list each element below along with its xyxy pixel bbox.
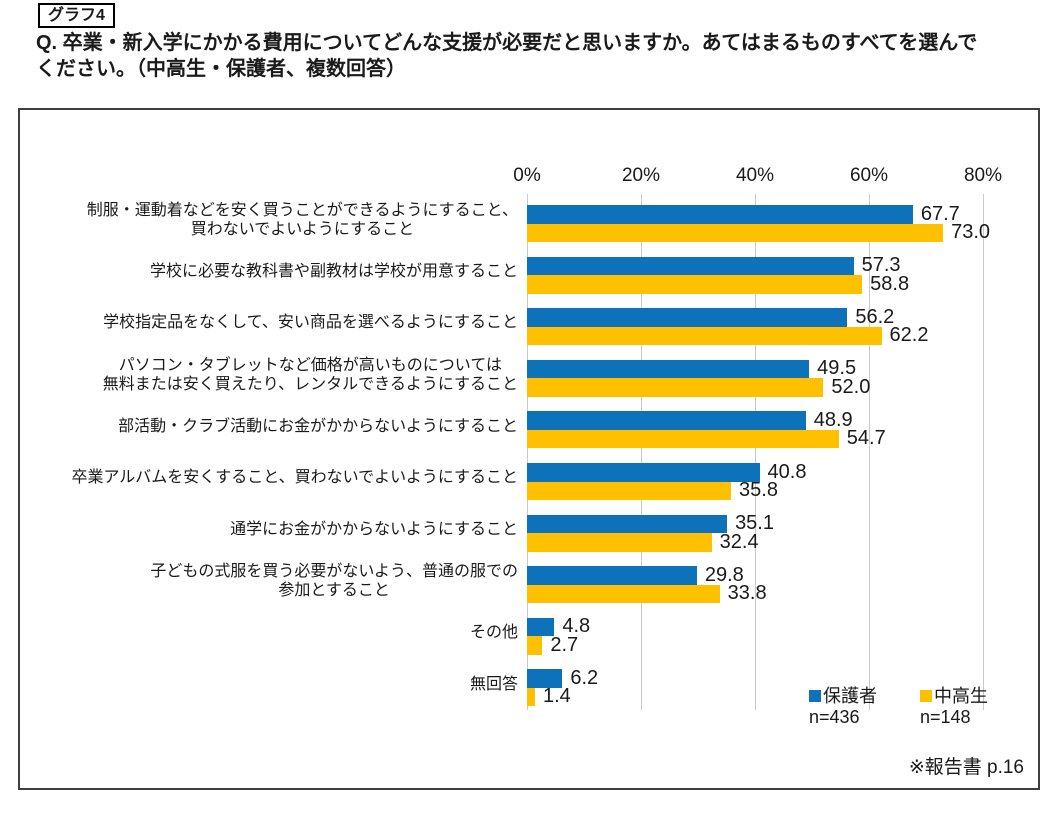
bar-series-1 — [527, 326, 882, 346]
bar-series-0 — [527, 359, 810, 379]
chart-frame: 0% 20% 40% 60% 80% 制服・運動着などを安く買うことができるようにするこ… — [18, 108, 1040, 790]
bar-series-0 — [527, 617, 555, 637]
bar-series-1 — [527, 533, 712, 552]
chart-row: 制服・運動着などを安く買うことができるようにすること、 買わないでよいようにする… — [20, 194, 1038, 246]
category-label-text: 学校に必要な教科書や副教材は学校が用意すること — [149, 262, 518, 280]
bar-value-label: 35.8 — [739, 479, 778, 501]
category-label: 子どもの式服を買う必要がないよう、普通の服での 参加とすること — [26, 555, 518, 607]
bar-series-0 — [527, 514, 728, 534]
category-label-text: 卒業アルバムを安くすること、買わないでよいようにすること — [71, 469, 518, 487]
bar-series-1 — [527, 275, 863, 294]
gridline — [755, 194, 756, 710]
bar-value-label: 54.7 — [846, 427, 886, 450]
category-label: 無回答 — [26, 658, 518, 710]
category-label-text: 制服・運動着などを安く買うことができるようにすること、 買わないでよいようにする… — [86, 201, 518, 238]
axis-tick-label: 60% — [849, 165, 889, 186]
chart-row: その他 4.8 2.7 — [20, 607, 1038, 659]
bar-value-label: 33.8 — [727, 582, 767, 605]
bar-series-1 — [527, 223, 944, 242]
bar-value-label: 62.2 — [889, 324, 929, 347]
axis-tick-label: 20% — [621, 165, 661, 186]
category-label: 部活動・クラブ活動にお金がかからないようにすること — [26, 400, 518, 452]
bar-value-label: 57.3 — [861, 254, 901, 277]
bar-series-1 — [527, 636, 543, 655]
chart-row: 無回答 6.2 1.4 — [20, 658, 1038, 710]
chart-row: 学校指定品をなくして、安い商品を選べるようにすること 56.2 62.2 — [20, 297, 1038, 349]
bar-value-label: 4.8 — [562, 615, 591, 638]
bar-value-label: 40.8 — [767, 460, 807, 483]
axis-tick-label: 80% — [963, 165, 1003, 186]
category-label-text: その他 — [469, 624, 518, 642]
bar-value-label: 29.8 — [704, 563, 744, 586]
bar-series-1 — [527, 584, 720, 604]
category-label-text: パソコン・タブレットなど価格が高いものについては 無料または安く買えたり、レンタ… — [102, 356, 518, 393]
bar-series-0 — [527, 411, 806, 430]
category-label-text: 子どもの式服を買う必要がないよう、普通の服での 参加とすること — [150, 562, 518, 599]
graph-tag: グラフ4 — [38, 3, 115, 28]
legend-n-label: n=436 — [809, 707, 860, 727]
category-label: 学校指定品をなくして、安い商品を選べるようにすること — [26, 297, 518, 349]
bar-series-0 — [527, 669, 563, 688]
category-label-text: 通学にお金がかからないようにすること — [230, 520, 518, 538]
bar-value-label: 32.4 — [719, 530, 759, 553]
chart-row: 学校に必要な教科書や副教材は学校が用意すること 57.3 58.8 — [20, 246, 1038, 298]
category-label-text: 無回答 — [469, 675, 518, 693]
category-label-text: 学校指定品をなくして、安い商品を選べるようにすること — [103, 314, 518, 332]
bar-series-1 — [527, 687, 535, 707]
category-label: 制服・運動着などを安く買うことができるようにすること、 買わないでよいようにする… — [26, 194, 518, 246]
category-label: 学校に必要な教科書や副教材は学校が用意すること — [26, 246, 518, 298]
bar-series-1 — [527, 429, 839, 449]
gridline — [869, 194, 870, 710]
legend-swatch — [809, 690, 821, 702]
report-note: ※報告書 p.16 — [908, 757, 1024, 778]
axis-tick-label: 40% — [735, 165, 775, 186]
bar-value-label: 56.2 — [855, 305, 895, 328]
gridline — [983, 194, 984, 710]
bar-value-label: 67.7 — [920, 202, 960, 225]
bar-series-0 — [527, 566, 697, 585]
bar-series-0 — [527, 463, 760, 482]
legend-item: 中高生 n=148 — [920, 686, 988, 728]
bar-value-label: 35.1 — [735, 512, 774, 535]
legend-swatch — [920, 690, 932, 702]
gridline — [641, 194, 642, 710]
chart-row: 通学にお金がかからないようにすること 35.1 32.4 — [20, 504, 1038, 556]
bar-value-label: 1.4 — [542, 685, 571, 708]
bar-value-label: 49.5 — [817, 357, 857, 380]
bar-series-0 — [527, 205, 913, 224]
bar-value-label: 6.2 — [570, 666, 599, 689]
category-label: 通学にお金がかからないようにすること — [26, 504, 518, 556]
bar-series-1 — [527, 378, 824, 397]
bar-value-label: 73.0 — [951, 221, 991, 243]
chart-row: 部活動・クラブ活動にお金がかからないようにすること 48.9 54.7 — [20, 400, 1038, 452]
legend-n-label: n=148 — [920, 707, 971, 727]
bar-series-1 — [527, 481, 732, 500]
bar-value-label: 48.9 — [813, 408, 853, 431]
bar-value-label: 58.8 — [870, 272, 910, 295]
axis-tick-label: 0% — [513, 165, 541, 186]
category-label-text: 部活動・クラブ活動にお金がかからないようにすること — [118, 417, 518, 435]
legend-item: 保護者 n=436 — [809, 686, 877, 728]
category-label: その他 — [26, 607, 518, 659]
bar-value-label: 2.7 — [550, 633, 579, 656]
category-label: 卒業アルバムを安くすること、買わないでよいようにすること — [26, 452, 518, 504]
legend-name: 保護者 — [823, 686, 877, 706]
legend-name: 中高生 — [934, 686, 988, 706]
bar-value-label: 52.0 — [831, 375, 871, 398]
chart-row: 卒業アルバムを安くすること、買わないでよいようにすること 40.8 35.8 — [20, 452, 1038, 504]
bar-series-0 — [527, 308, 848, 327]
chart-row: パソコン・タブレットなど価格が高いものについては 無料または安く買えたり、レンタ… — [20, 349, 1038, 401]
chart-row: 子どもの式服を買う必要がないよう、普通の服での 参加とすること 29.8 33.8 — [20, 555, 1038, 607]
gridline — [527, 194, 528, 710]
category-label: パソコン・タブレットなど価格が高いものについては 無料または安く買えたり、レンタ… — [26, 349, 518, 401]
bar-series-0 — [527, 256, 854, 276]
question-text: Q. 卒業・新入学にかかる費用についてどんな支援が必要だと思いますか。あてはまる… — [36, 32, 978, 80]
